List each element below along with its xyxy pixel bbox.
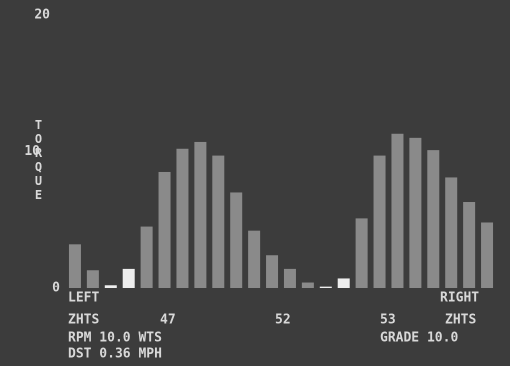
bar <box>69 244 81 288</box>
bar <box>212 156 224 288</box>
bar <box>320 287 332 288</box>
bar <box>302 283 314 288</box>
bar <box>87 270 99 288</box>
bar <box>374 156 386 288</box>
readout-text: GRADE 10.0 <box>380 331 458 346</box>
y-axis-label: TORQUE <box>32 118 46 202</box>
readout-text: 53 <box>380 313 396 328</box>
y-tick-label: 20 <box>34 8 50 23</box>
bar <box>391 134 403 288</box>
bar <box>159 172 171 288</box>
y-tick-label: 0 <box>52 281 60 296</box>
bar <box>176 149 188 288</box>
bar <box>409 138 421 288</box>
readout-text: RIGHT <box>440 291 479 306</box>
bar <box>230 192 242 288</box>
bar <box>123 269 135 288</box>
bar <box>194 142 206 288</box>
readout-text: 52 <box>275 313 291 328</box>
bar <box>105 285 117 288</box>
y-tick-label: 10 <box>24 144 40 159</box>
bar <box>338 278 350 288</box>
bar <box>445 177 457 288</box>
readout-text: LEFT <box>68 291 99 306</box>
readout-text: RPM 10.0 WTS <box>68 331 162 346</box>
bar <box>284 269 296 288</box>
bar <box>141 227 153 288</box>
readout-text: ZHTS <box>68 313 99 328</box>
chart: TORQUE 0 10 20 LEFT RIGHT ZHTS 47 52 53 ZHTS RPM 1… <box>0 0 510 366</box>
readout-text: 47 <box>160 313 176 328</box>
bar <box>463 202 475 288</box>
bar <box>481 222 493 288</box>
bar <box>427 150 439 288</box>
bar <box>356 218 368 288</box>
bar <box>248 231 260 288</box>
readout-text: DST 0.36 MPH <box>68 347 162 362</box>
bar <box>266 255 278 288</box>
readout-text: ZHTS <box>445 313 476 328</box>
